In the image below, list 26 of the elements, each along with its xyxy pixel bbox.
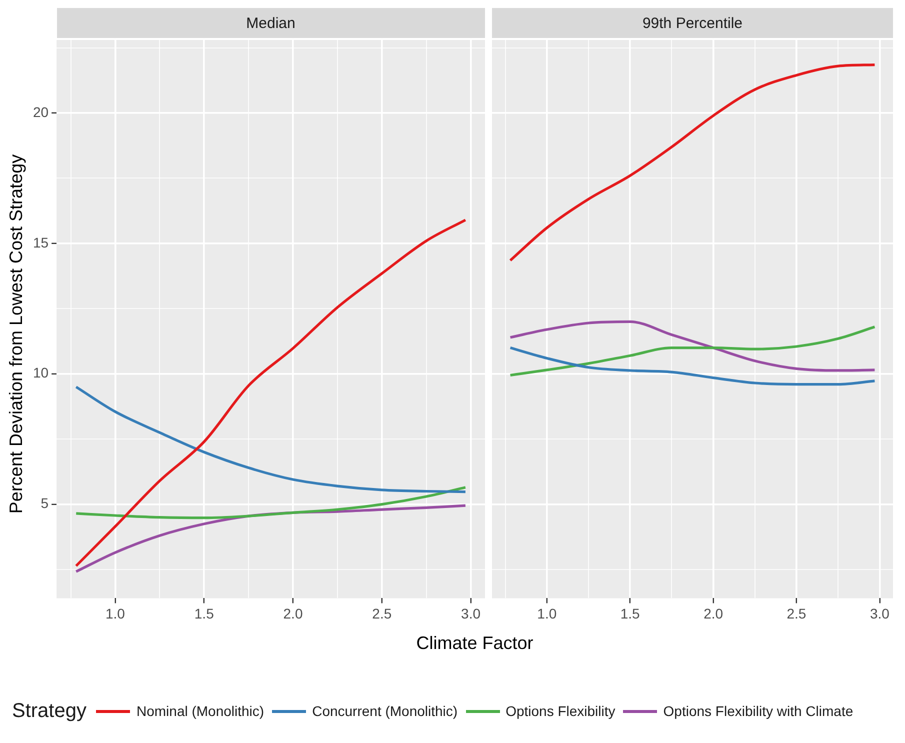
y-tick-label: 10 <box>32 364 49 381</box>
x-tick-label: 1.5 <box>620 605 640 622</box>
x-tick-label: 1.0 <box>106 605 126 622</box>
x-axis-title: Climate Factor <box>415 633 534 654</box>
x-tick-label: 3.0 <box>461 605 481 622</box>
line-series <box>74 218 467 568</box>
legend-label: Concurrent (Monolithic) <box>312 703 458 720</box>
x-tick-label: 2.5 <box>372 605 392 622</box>
chart-title: 99th Percentile <box>492 8 893 38</box>
x-tick-label: 2.0 <box>283 605 303 622</box>
x-tick-label: 2.5 <box>786 605 806 622</box>
line-series <box>74 486 467 520</box>
legend-label: Nominal (Monolithic) <box>136 703 264 720</box>
y-tick-label: 5 <box>40 495 49 512</box>
y-tick-label: 20 <box>32 104 49 120</box>
line-series <box>74 386 467 494</box>
chart-title: Median <box>56 8 485 38</box>
x-tick-label: 1.5 <box>194 605 214 622</box>
legend-label: Options Flexibility <box>506 703 616 720</box>
y-axis-title: Percent Deviation from Lowest Cost Strategy <box>6 153 27 516</box>
x-tick-label: 1.0 <box>537 605 557 622</box>
x-tick-label: 3.0 <box>870 605 890 622</box>
legend-title: Strategy <box>12 700 86 723</box>
legend-label: Options Flexibility with Climate <box>663 703 854 720</box>
x-tick-label: 2.0 <box>704 605 724 622</box>
y-tick-label: 15 <box>32 234 49 250</box>
